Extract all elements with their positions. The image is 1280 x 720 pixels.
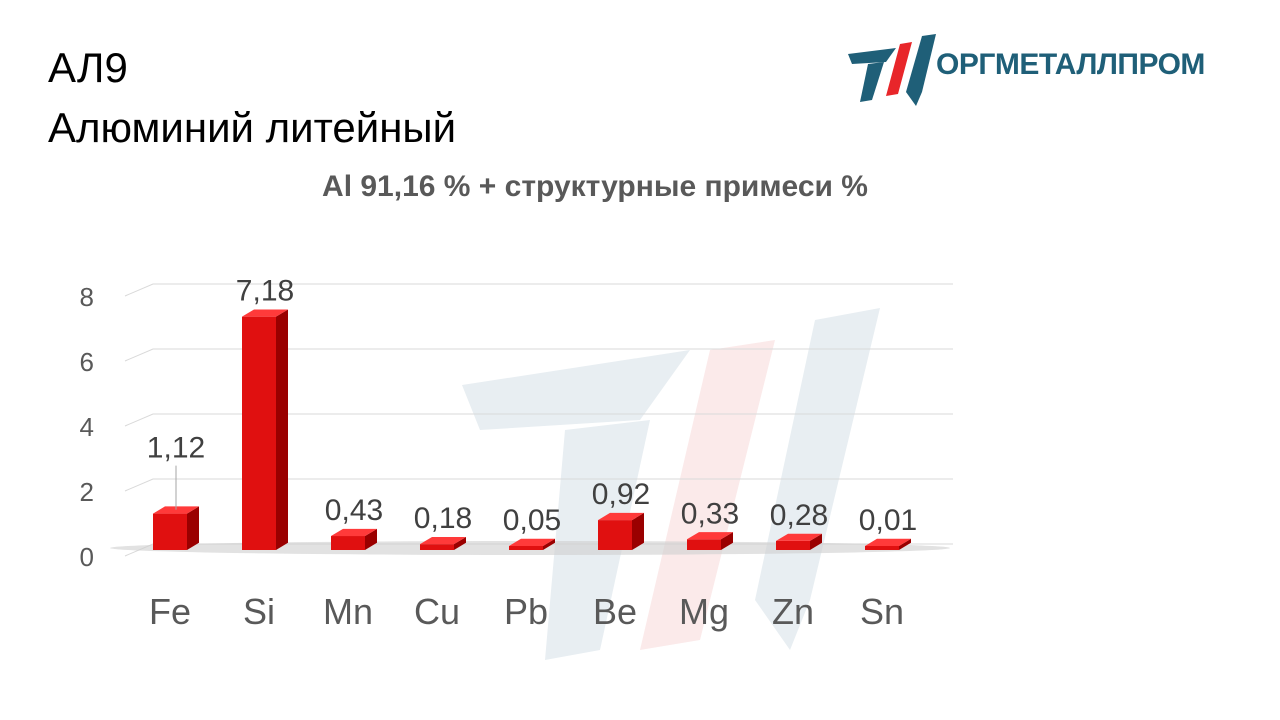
- bar-side: [810, 533, 822, 550]
- bar-top: [420, 536, 466, 545]
- alloy-code: АЛ9: [48, 44, 128, 91]
- data-label: 7,18: [236, 275, 294, 308]
- gridline: [124, 348, 953, 362]
- y-tick-label: 6: [80, 347, 94, 377]
- bar-front: [687, 539, 721, 550]
- bar-fe: [153, 506, 199, 550]
- bar-front: [776, 540, 810, 550]
- bar-sn: [865, 538, 911, 550]
- x-tick-label: Sn: [860, 591, 904, 632]
- bar-side: [543, 538, 555, 550]
- x-tick-label: Cu: [414, 591, 460, 632]
- bar-front: [153, 513, 187, 550]
- bar-top: [865, 538, 911, 546]
- x-tick-label: Zn: [772, 591, 814, 632]
- data-label: 0,43: [325, 494, 383, 527]
- data-label: 0,01: [859, 504, 917, 537]
- bar-side: [899, 538, 911, 550]
- x-tick-label: Si: [243, 591, 275, 632]
- x-tick-label: Mn: [323, 591, 373, 632]
- bar-top: [509, 538, 555, 546]
- bar-side: [276, 309, 288, 550]
- bar-pb: [509, 538, 555, 550]
- data-label: 1,12: [147, 432, 205, 465]
- y-tick-label: 2: [80, 477, 94, 507]
- bar-side: [454, 536, 466, 550]
- logo-text: ОРГМЕТАЛЛПРОМ: [936, 48, 1205, 81]
- y-tick-label: 8: [80, 282, 94, 312]
- data-label: 0,18: [414, 502, 472, 535]
- bar-top: [153, 506, 199, 514]
- gridline: [124, 283, 953, 297]
- bar-front: [865, 546, 899, 550]
- company-logo: ОРГМЕТАЛЛПРОМ: [846, 30, 1205, 110]
- x-tick-label: Mg: [679, 591, 729, 632]
- bar-top: [242, 309, 288, 317]
- bar-zn: [776, 533, 822, 550]
- bar-side: [632, 512, 644, 550]
- page-title: АЛ9 Алюминий литейный: [48, 38, 456, 158]
- data-label: 0,05: [503, 504, 561, 537]
- chart-title: Al 91,16 % + структурные примеси %: [322, 170, 868, 203]
- y-tick-label: 0: [80, 542, 94, 572]
- x-tick-label: Fe: [149, 591, 191, 632]
- bar-front: [331, 536, 365, 550]
- y-tick-label: 4: [80, 412, 94, 442]
- bar-front: [242, 316, 276, 550]
- bar-be: [598, 512, 644, 550]
- x-tick-label: Be: [593, 591, 637, 632]
- gridline: [124, 478, 953, 492]
- data-label: 0,28: [770, 499, 828, 532]
- alloy-name: Алюминий литейный: [48, 104, 457, 151]
- bar-cu: [420, 536, 466, 550]
- bar-side: [721, 532, 733, 550]
- bar-si: [242, 309, 288, 550]
- bar-front: [420, 544, 454, 550]
- bar-top: [598, 512, 644, 521]
- bar-mn: [331, 528, 377, 550]
- data-label: 0,33: [681, 497, 739, 530]
- bar-front: [509, 546, 543, 550]
- bar-side: [365, 528, 377, 550]
- bar-front: [598, 520, 632, 550]
- bar-side: [187, 506, 199, 550]
- data-label: 0,92: [592, 478, 650, 511]
- gridline: [124, 413, 953, 427]
- bar-top: [687, 532, 733, 540]
- logo-mark-icon: [848, 34, 936, 106]
- bar-mg: [687, 532, 733, 550]
- bar-top: [776, 533, 822, 541]
- bar-top: [331, 528, 377, 537]
- x-tick-label: Pb: [504, 591, 548, 632]
